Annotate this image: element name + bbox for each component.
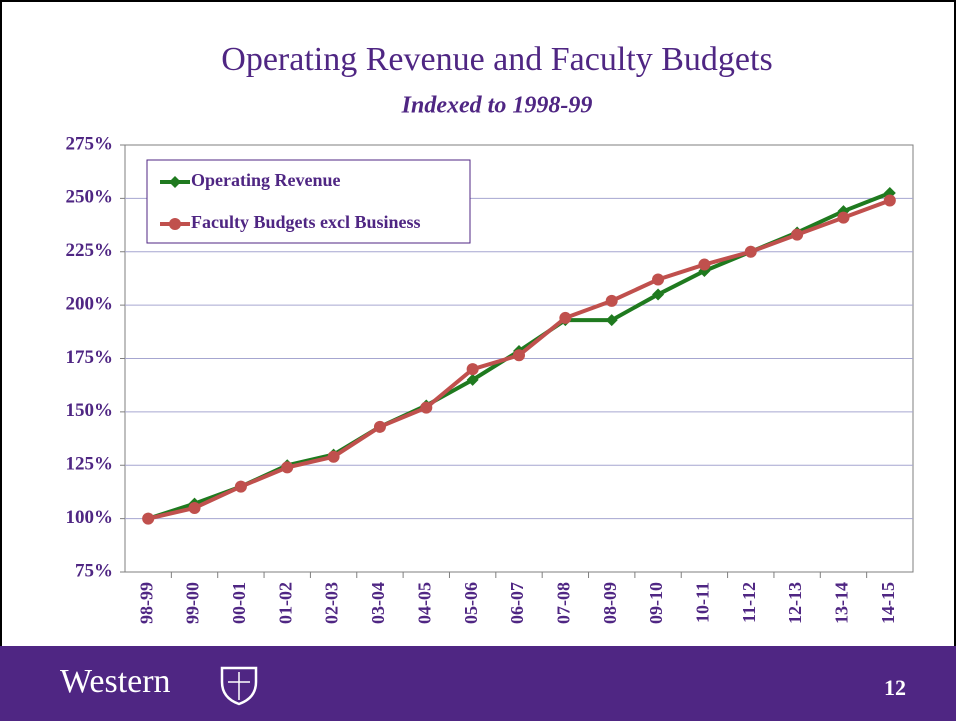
x-tick-label: 10-11 xyxy=(693,582,713,623)
x-tick-label: 02-03 xyxy=(322,582,342,624)
point xyxy=(169,176,181,188)
y-tick-label: 100% xyxy=(66,507,114,528)
x-tick-label: 07-08 xyxy=(553,582,573,624)
legend-label: Operating Revenue xyxy=(191,170,340,190)
point xyxy=(837,211,850,224)
logo-shield-detail xyxy=(228,672,250,700)
point xyxy=(466,373,479,386)
x-tick-label: 12-13 xyxy=(785,582,805,624)
point xyxy=(142,512,155,525)
point xyxy=(513,349,525,362)
x-tick-label: 98-99 xyxy=(136,582,156,624)
point xyxy=(744,245,757,258)
point xyxy=(698,258,711,271)
y-tick-label: 125% xyxy=(66,454,114,475)
point xyxy=(791,228,804,241)
chart-title: Operating Revenue and Faculty Budgets xyxy=(221,41,772,78)
x-tick-label: 13-14 xyxy=(832,582,852,624)
y-tick-label: 75% xyxy=(75,560,113,581)
x-tick-label: 08-09 xyxy=(600,582,620,624)
x-tick-label: 14-15 xyxy=(878,582,898,624)
y-tick-label: 275% xyxy=(66,133,114,154)
point xyxy=(559,311,572,324)
x-tick-label: 00-01 xyxy=(229,582,249,624)
y-tick-label: 250% xyxy=(66,187,114,208)
y-tick-label: 225% xyxy=(66,240,114,261)
x-tick-label: 04-05 xyxy=(414,582,434,624)
point xyxy=(605,294,618,307)
x-tick-label: 06-07 xyxy=(507,582,527,624)
legend-box xyxy=(146,159,471,244)
point xyxy=(652,273,665,286)
chart-subtitle: Indexed to 1998-99 xyxy=(401,93,593,119)
x-tick-label: 01-02 xyxy=(275,582,295,624)
footer-band xyxy=(0,646,956,721)
point xyxy=(605,314,618,327)
point xyxy=(420,401,433,414)
point xyxy=(169,218,181,230)
y-tick-label: 200% xyxy=(66,293,114,314)
x-tick-label: 09-10 xyxy=(646,582,666,624)
legend-label: Faculty Budgets excl Business xyxy=(191,212,421,232)
y-tick-label: 150% xyxy=(66,400,114,421)
logo-text: Western xyxy=(60,663,171,700)
logo-shield xyxy=(220,666,258,706)
point xyxy=(373,420,386,433)
point xyxy=(281,461,294,474)
point xyxy=(883,194,896,207)
page-number: 12 xyxy=(884,675,906,700)
x-tick-label: 11-12 xyxy=(739,582,759,623)
point xyxy=(188,501,201,514)
x-tick-label: 99-00 xyxy=(183,582,203,624)
x-tick-label: 05-06 xyxy=(461,582,481,624)
point xyxy=(466,363,479,376)
point xyxy=(652,288,665,301)
y-tick-label: 175% xyxy=(66,347,114,368)
x-tick-label: 03-04 xyxy=(368,582,388,624)
point xyxy=(234,480,247,493)
point xyxy=(327,450,340,463)
